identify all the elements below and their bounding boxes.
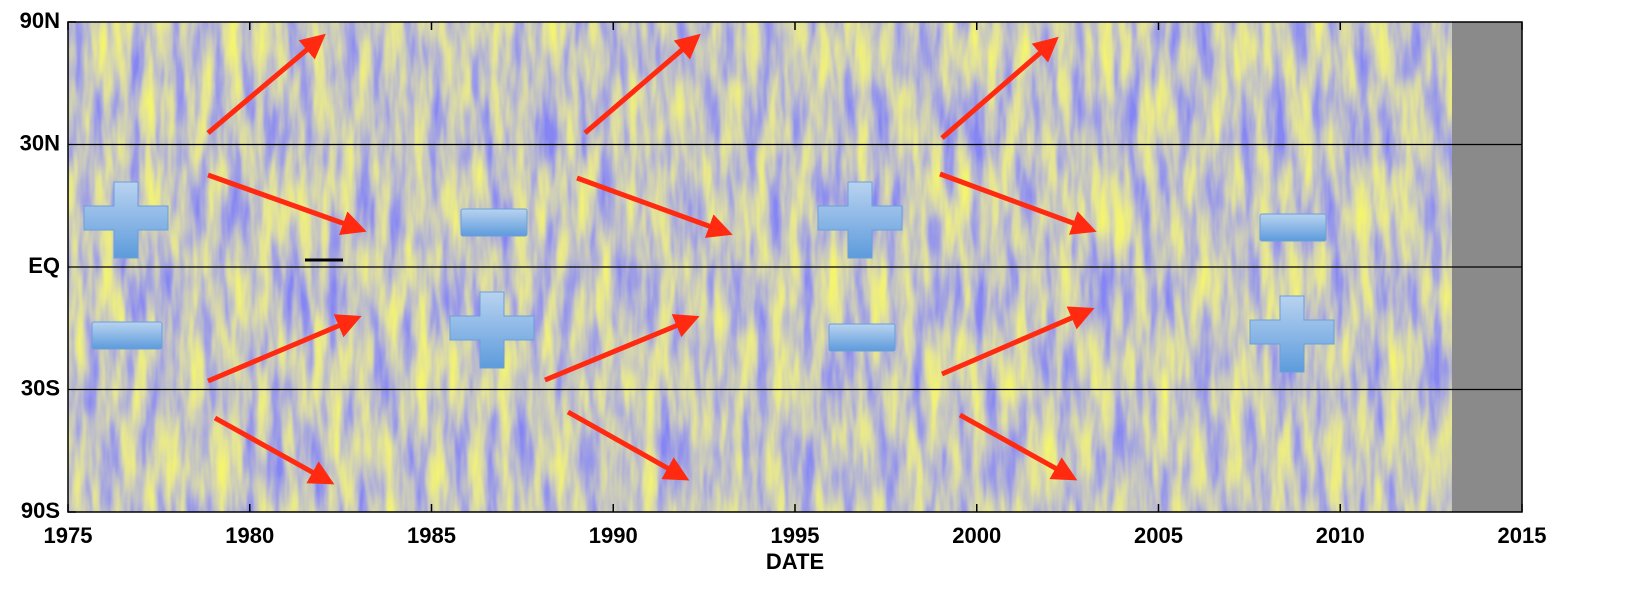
arrow	[939, 171, 1097, 235]
x-axis-label: DATE	[766, 549, 824, 574]
y-tick-label: 30N	[20, 130, 60, 155]
x-tick-label: 2015	[1498, 523, 1547, 548]
minus-symbol	[1259, 213, 1327, 242]
y-tick-label: EQ	[28, 253, 60, 278]
plus-symbol	[449, 291, 535, 369]
x-tick-label: 1990	[589, 523, 638, 548]
x-tick-label: 2010	[1316, 523, 1365, 548]
plus-symbol	[83, 181, 169, 259]
arrow	[206, 33, 326, 135]
plus-symbol	[1249, 295, 1335, 373]
polarity-symbols	[83, 181, 1335, 373]
x-tick-label: 1995	[771, 523, 820, 548]
y-tick-label: 90S	[21, 498, 60, 523]
arrow	[213, 415, 335, 485]
arrow	[207, 314, 362, 384]
arrows	[206, 33, 1097, 485]
x-tick-label: 2000	[952, 523, 1001, 548]
minus-symbol	[91, 321, 163, 350]
arrow	[940, 36, 1059, 140]
arrow	[958, 412, 1078, 481]
y-tick-label: 90N	[20, 8, 60, 33]
plus-symbol	[817, 181, 903, 259]
x-tick-label: 1985	[407, 523, 456, 548]
arrow	[576, 175, 733, 238]
x-tick-label: 2005	[1134, 523, 1183, 548]
arrow	[941, 306, 1095, 377]
minus-symbol	[828, 323, 896, 352]
y-tick-label: 30S	[21, 375, 60, 400]
arrow	[566, 409, 690, 481]
x-tick-label: 1980	[225, 523, 274, 548]
arrow	[583, 33, 701, 135]
minus-symbol	[460, 208, 528, 237]
arrow	[207, 172, 367, 236]
x-tick-label: 1975	[44, 523, 93, 548]
arrow	[544, 314, 700, 383]
